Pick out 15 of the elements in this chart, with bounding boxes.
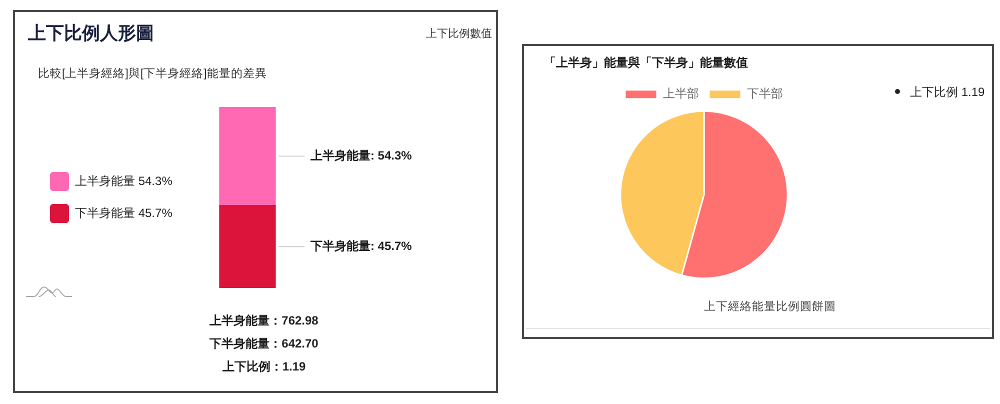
chart-subtitle: 比較[上半身經絡]與[下半身經絡]能量的差異 xyxy=(38,67,267,80)
chart-title: 「上半身」能量與「下半身」能量數值 xyxy=(544,56,748,70)
text: 上下經絡能量比例圓餅圖 xyxy=(704,300,836,314)
legend-label: 上半部 xyxy=(663,86,699,101)
legend-label: 上半身能量 54.3% xyxy=(75,174,173,188)
legend-label: 下半部 xyxy=(747,86,783,101)
text: 上下比例 1.19 xyxy=(910,84,985,101)
text: 上下比例：1.19 xyxy=(221,359,306,374)
text: 下半身能量：642.70 xyxy=(208,336,319,350)
legend-label: 下半身能量 45.7% xyxy=(75,206,173,220)
data-label: 上半身能量: 54.3% xyxy=(309,148,412,162)
data-label: 下半身能量: 45.7% xyxy=(309,238,412,253)
text: 上半身能量：762.98 xyxy=(208,313,319,328)
chart-title: 上下比例人形圖 xyxy=(27,22,154,43)
text: 上下比例數值 xyxy=(426,27,492,41)
